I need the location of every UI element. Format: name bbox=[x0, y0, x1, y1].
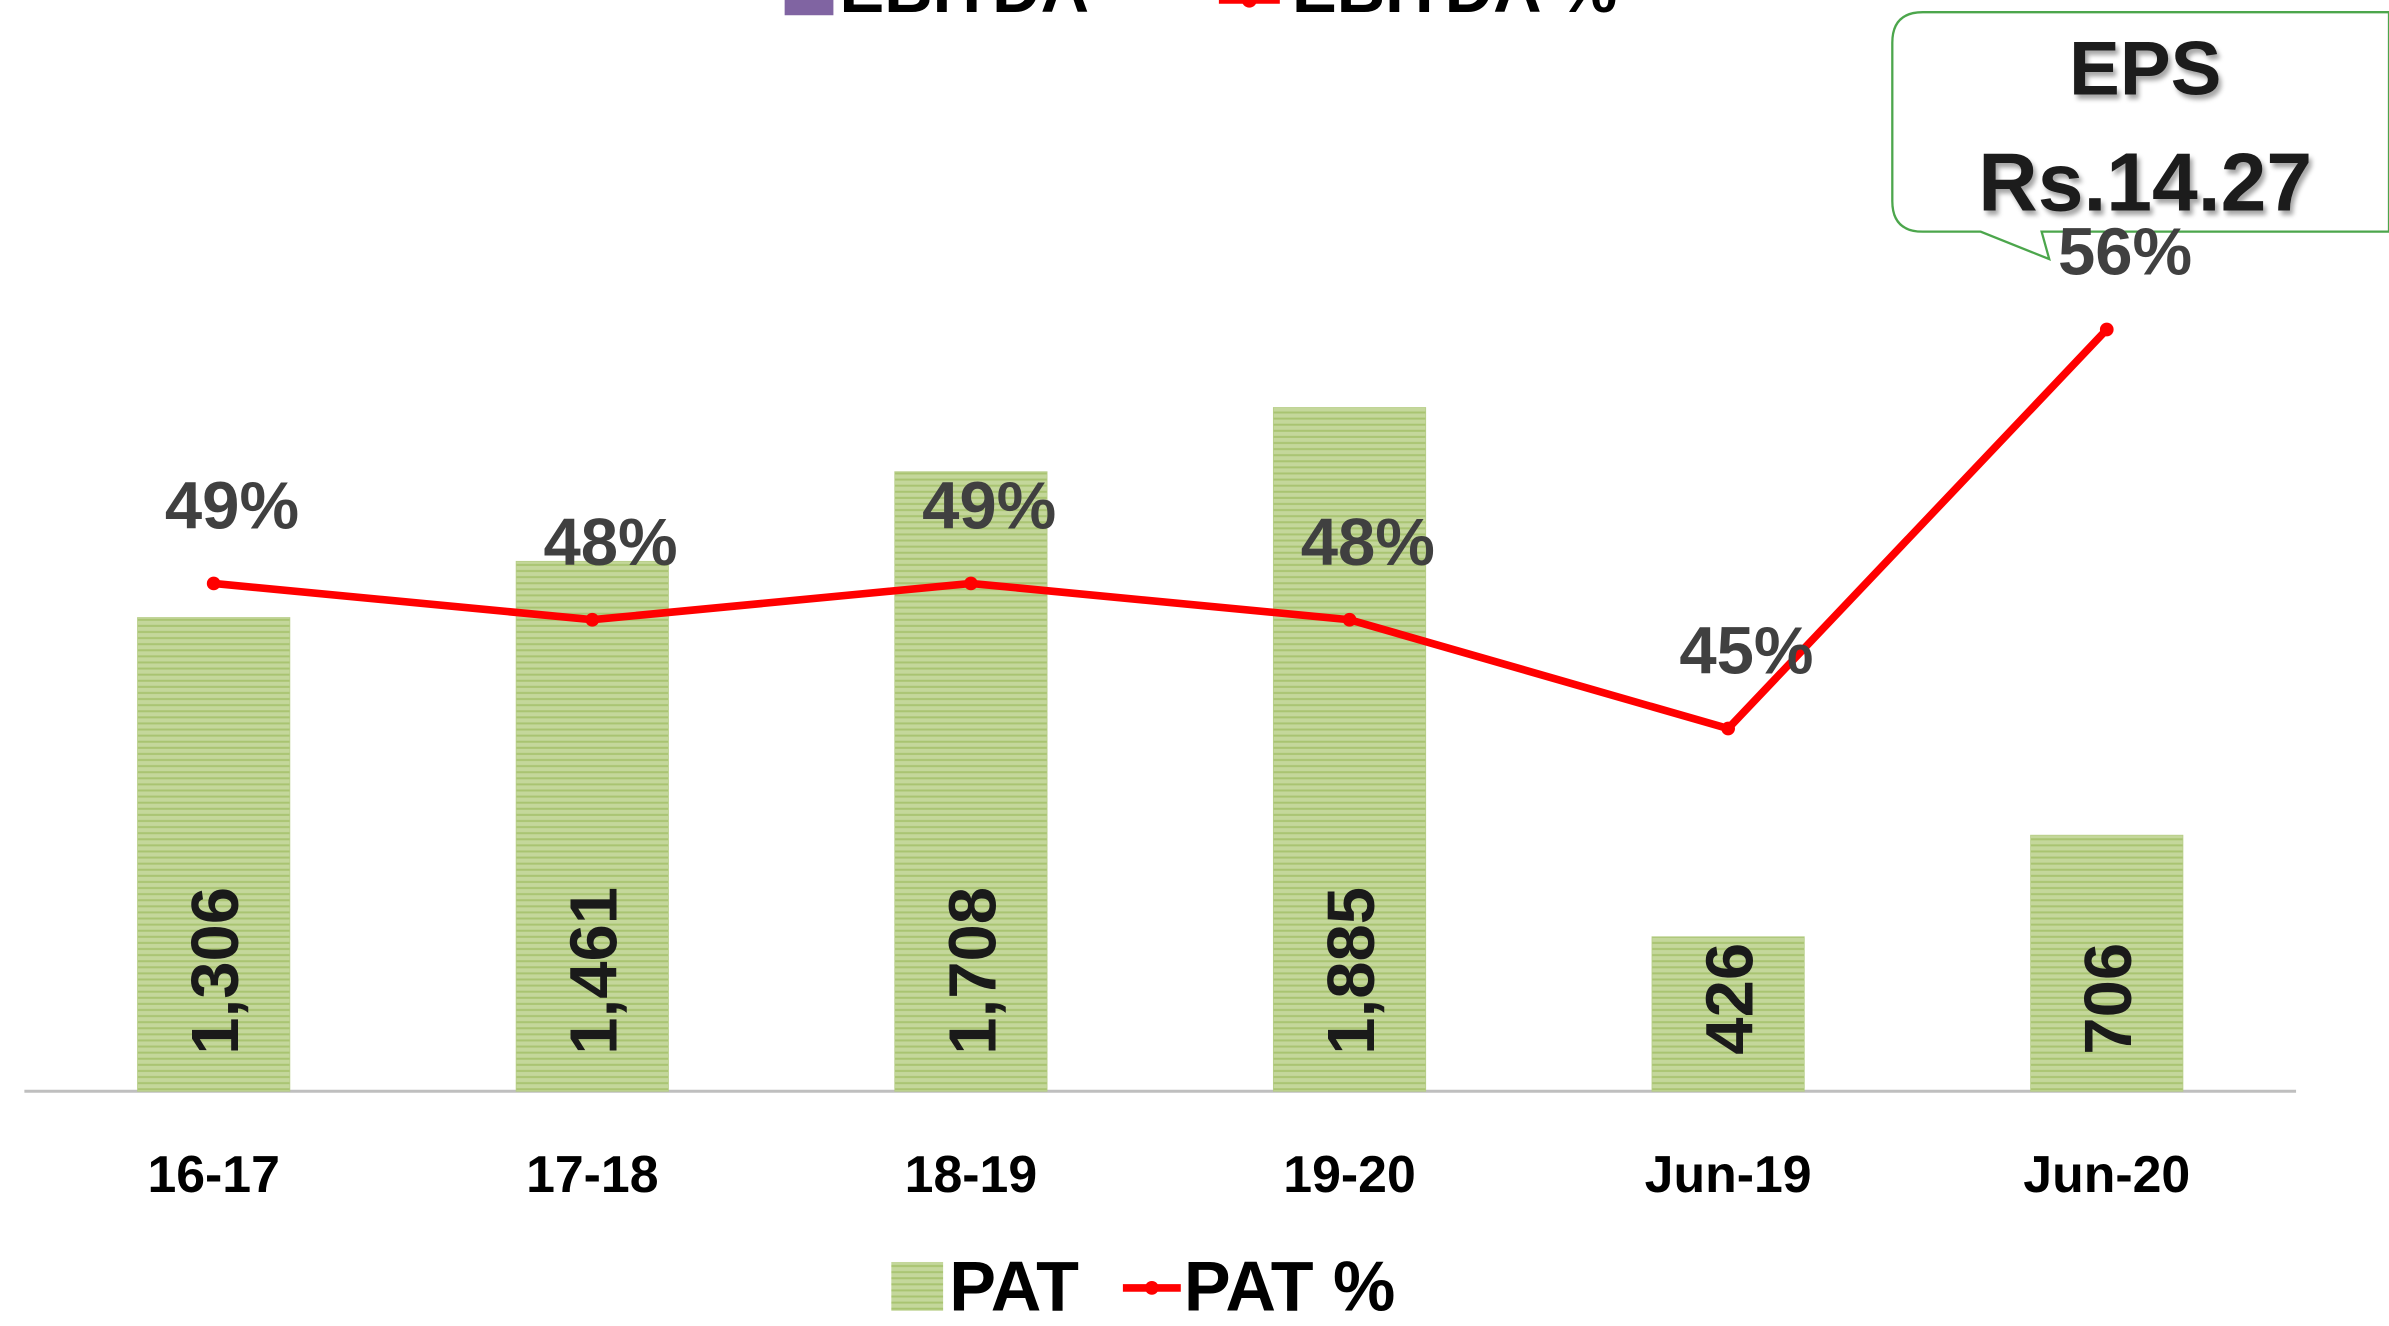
line-point bbox=[2099, 322, 2114, 337]
bar-value-label: 426 bbox=[1693, 943, 1768, 1055]
line-value-label: 56% bbox=[2058, 215, 2192, 290]
x-tick-label: 19-20 bbox=[1283, 1145, 1415, 1203]
x-tick-label: 17-18 bbox=[526, 1145, 658, 1203]
line-value-label: 48% bbox=[543, 505, 677, 580]
legend-label: EBITDA bbox=[840, 0, 1090, 27]
x-tick-label: 16-17 bbox=[147, 1145, 279, 1203]
legend-swatch bbox=[784, 0, 834, 16]
legend-dot bbox=[1241, 0, 1257, 8]
bar-value-label: 1,885 bbox=[1314, 887, 1389, 1055]
bar bbox=[515, 560, 669, 1092]
x-tick-label: Jun-20 bbox=[2023, 1145, 2190, 1203]
legend-dot bbox=[1144, 1281, 1159, 1295]
bar-value-label: 1,708 bbox=[935, 887, 1010, 1055]
legend-label: PAT bbox=[949, 1248, 1079, 1326]
bar bbox=[137, 617, 291, 1092]
line-series bbox=[213, 326, 2110, 733]
callout-box bbox=[1891, 11, 2389, 262]
bar-value-label: 706 bbox=[2071, 943, 2146, 1055]
bar bbox=[894, 471, 1048, 1092]
line-value-label: 49% bbox=[922, 469, 1056, 544]
line-point bbox=[1342, 612, 1357, 627]
line-value-label: 45% bbox=[1679, 614, 1813, 689]
line-point bbox=[585, 612, 600, 627]
x-tick-label: Jun-19 bbox=[1645, 1145, 1812, 1203]
bar bbox=[1272, 407, 1427, 1092]
line-point bbox=[206, 576, 221, 591]
legend-swatch bbox=[891, 1261, 944, 1311]
line-point bbox=[964, 576, 978, 591]
line-value-label: 49% bbox=[165, 469, 299, 544]
x-tick-label: 18-19 bbox=[905, 1145, 1037, 1203]
legend-label: EBITDA % bbox=[1292, 0, 1617, 27]
callout-text: EPS bbox=[2069, 26, 2221, 111]
bar-value-label: 1,306 bbox=[178, 887, 253, 1055]
eps-callout: EPS Rs.14.27 bbox=[1891, 11, 2389, 262]
bar bbox=[2030, 834, 2184, 1092]
line-value-label: 48% bbox=[1301, 505, 1435, 580]
callout-text: Rs.14.27 bbox=[1978, 137, 2312, 228]
bar-value-label: 1,461 bbox=[557, 887, 632, 1055]
bar bbox=[1651, 936, 1805, 1092]
legend-label: PAT % bbox=[1184, 1248, 1396, 1326]
line-point bbox=[1721, 721, 1735, 736]
